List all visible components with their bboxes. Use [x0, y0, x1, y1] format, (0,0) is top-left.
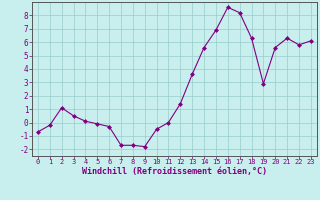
X-axis label: Windchill (Refroidissement éolien,°C): Windchill (Refroidissement éolien,°C)	[82, 167, 267, 176]
